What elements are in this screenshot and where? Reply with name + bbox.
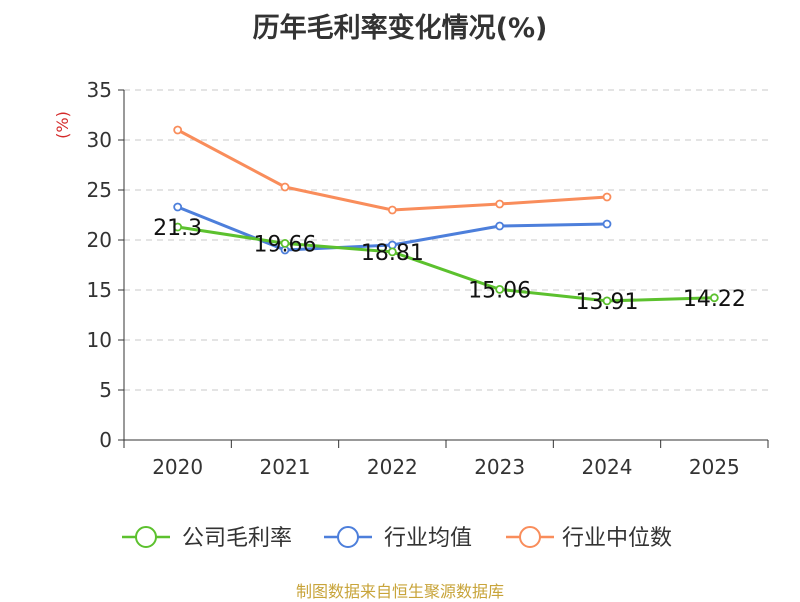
- y-tick-label: 15: [87, 278, 112, 302]
- data-label: 14.22: [683, 287, 746, 312]
- data-label: 19.66: [254, 232, 317, 257]
- data-point: [387, 205, 397, 215]
- y-tick-label: 20: [87, 228, 112, 252]
- data-point: [602, 296, 612, 306]
- grid-lines: [124, 89, 768, 391]
- data-labels: 21.3 19.66 18.81 15.06 13.91 14.22: [153, 216, 746, 315]
- data-point: [602, 192, 612, 202]
- data-point: [495, 199, 505, 209]
- data-label: 13.91: [576, 290, 639, 315]
- series-line: [176, 128, 608, 212]
- data-point: [602, 219, 612, 229]
- chart-title: 历年毛利率变化情况(%): [252, 13, 548, 44]
- data-point: [387, 247, 397, 257]
- y-tick-label: 0: [99, 428, 112, 452]
- y-tick-label: 25: [87, 178, 112, 202]
- y-tick-label: 30: [87, 128, 112, 152]
- data-point: [709, 293, 719, 303]
- legend: 公司毛利率 行业均值 行业中位数: [122, 526, 672, 551]
- y-tick-label: 5: [99, 378, 112, 402]
- x-tick-label: 2025: [689, 455, 740, 479]
- data-point: [173, 222, 183, 232]
- data-label: 21.3: [153, 216, 202, 241]
- x-tick-label: 2021: [260, 455, 311, 479]
- legend-label: 行业中位数: [562, 526, 672, 551]
- legend-label: 公司毛利率: [182, 526, 292, 551]
- y-tick-label: 35: [87, 78, 112, 102]
- y-axis-label: (%): [53, 111, 72, 139]
- legend-label: 行业均值: [384, 526, 472, 551]
- x-tick-label: 2023: [474, 455, 525, 479]
- legend-swatch-marker: [337, 526, 359, 548]
- data-point: [173, 125, 183, 135]
- series-line: [177, 225, 715, 303]
- data-label: 18.81: [361, 241, 424, 266]
- data-point: [173, 202, 183, 212]
- source-note: 制图数据来自恒生聚源数据库: [295, 582, 504, 601]
- data-point: [495, 284, 505, 294]
- data-label: 15.06: [468, 278, 531, 303]
- y-tick-label: 10: [87, 328, 112, 352]
- legend-swatch-marker: [519, 526, 541, 548]
- x-tick-label: 2024: [582, 455, 633, 479]
- x-tick-label: 2022: [367, 455, 418, 479]
- data-point: [495, 221, 505, 231]
- x-tick-label: 2020: [152, 455, 203, 479]
- legend-swatch-marker: [135, 526, 157, 548]
- series-lines: [173, 125, 719, 306]
- data-point: [280, 238, 290, 248]
- data-point: [280, 182, 290, 192]
